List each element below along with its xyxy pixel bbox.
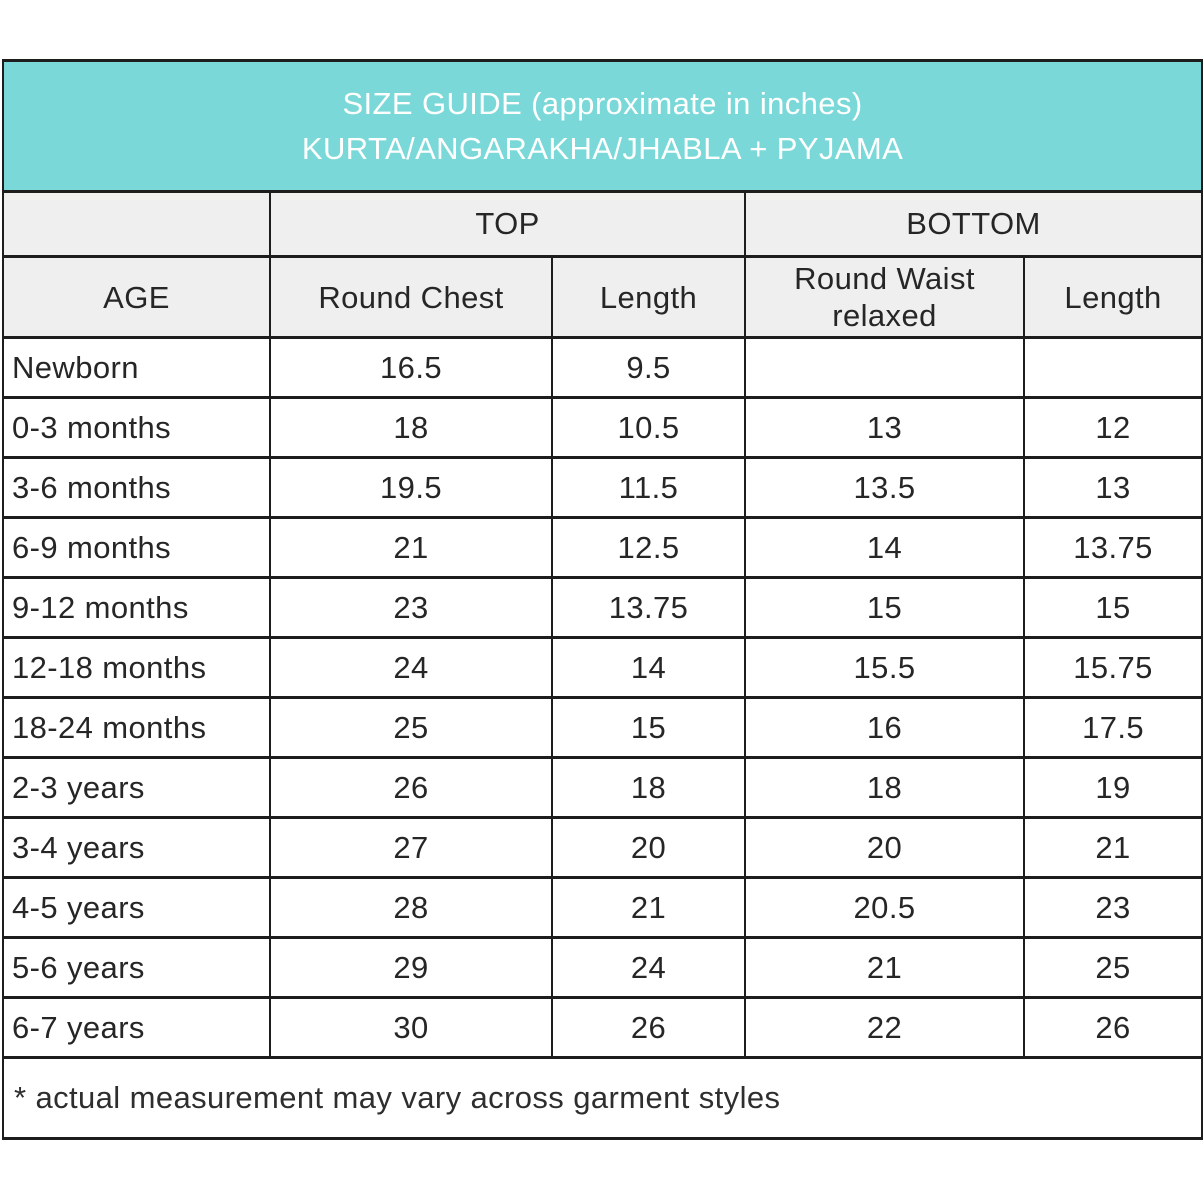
column-group-bottom: BOTTOM: [743, 190, 1204, 258]
bottom-length-cell: 15.75: [1022, 636, 1204, 699]
bottom-length-cell: 17.5: [1022, 696, 1204, 759]
top-length-cell: 11.5: [551, 456, 746, 519]
footnote-row: * actual measurement may vary across gar…: [1, 1056, 1204, 1140]
round-waist-cell: 21: [744, 936, 1025, 999]
column-header-row: AGE Round Chest Length Round Waist relax…: [2, 255, 1204, 339]
table-subtitle: KURTA/ANGARAKHA/JHABLA + PYJAMA: [301, 131, 904, 166]
table-row: 3-6 months 19.5 11.5 13.5 13: [2, 456, 1204, 519]
top-length-cell: 24: [551, 936, 746, 999]
round-waist-cell: 13.5: [744, 456, 1025, 519]
round-waist-cell: 14: [744, 516, 1025, 579]
table-row: 4-5 years 28 21 20.5 23: [2, 876, 1204, 939]
column-group-empty: [2, 190, 271, 258]
age-cell: 3-4 years: [2, 816, 271, 879]
bottom-length-cell: 26: [1022, 996, 1204, 1059]
column-group-top: TOP: [269, 190, 746, 258]
age-cell: 2-3 years: [2, 756, 271, 819]
table-row: 12-18 months 24 14 15.5 15.75: [2, 636, 1204, 699]
age-cell: 6-9 months: [2, 516, 271, 579]
table-title-banner: SIZE GUIDE (approximate in inches) KURTA…: [1, 59, 1204, 193]
age-cell: 9-12 months: [2, 576, 271, 639]
round-waist-cell: 15.5: [744, 636, 1025, 699]
table-row: 9-12 months 23 13.75 15 15: [2, 576, 1204, 639]
bottom-length-cell: 19: [1022, 756, 1204, 819]
top-length-cell: 14: [551, 636, 746, 699]
top-length-cell: 18: [551, 756, 746, 819]
age-cell: 12-18 months: [2, 636, 271, 699]
top-length-cell: 26: [551, 996, 746, 1059]
top-length-cell: 13.75: [551, 576, 746, 639]
round-chest-cell: 27: [269, 816, 553, 879]
table-row: 6-9 months 21 12.5 14 13.75: [2, 516, 1204, 579]
top-length-cell: 15: [551, 696, 746, 759]
round-chest-cell: 19.5: [269, 456, 553, 519]
column-header-top-length: Length: [551, 255, 746, 339]
round-chest-cell: 26: [269, 756, 553, 819]
age-cell: 0-3 months: [2, 396, 271, 459]
table-row: 6-7 years 30 26 22 26: [2, 996, 1204, 1059]
age-cell: Newborn: [2, 336, 271, 399]
bottom-length-cell: 13: [1022, 456, 1204, 519]
round-waist-cell: 16: [744, 696, 1025, 759]
round-chest-cell: 28: [269, 876, 553, 939]
age-cell: 3-6 months: [2, 456, 271, 519]
bottom-length-cell: 13.75: [1022, 516, 1204, 579]
round-chest-cell: 21: [269, 516, 553, 579]
round-chest-cell: 18: [269, 396, 553, 459]
top-length-cell: 20: [551, 816, 746, 879]
top-length-cell: 21: [551, 876, 746, 939]
age-cell: 6-7 years: [2, 996, 271, 1059]
size-guide-table: SIZE GUIDE (approximate in inches) KURTA…: [1, 59, 1204, 1140]
column-header-bottom-length: Length: [1022, 255, 1204, 339]
age-cell: 4-5 years: [2, 876, 271, 939]
round-waist-cell: 22: [744, 996, 1025, 1059]
round-waist-cell: [744, 336, 1025, 399]
round-waist-cell: 18: [744, 756, 1025, 819]
title-row: SIZE GUIDE (approximate in inches) KURTA…: [1, 59, 1204, 193]
table-row: 0-3 months 18 10.5 13 12: [2, 396, 1204, 459]
round-chest-cell: 24: [269, 636, 553, 699]
round-waist-cell: 20.5: [744, 876, 1025, 939]
round-chest-cell: 29: [269, 936, 553, 999]
column-group-row: TOP BOTTOM: [2, 190, 1204, 258]
column-header-round-chest: Round Chest: [269, 255, 553, 339]
age-cell: 18-24 months: [2, 696, 271, 759]
round-chest-cell: 25: [269, 696, 553, 759]
table-row: Newborn 16.5 9.5: [2, 336, 1204, 399]
bottom-length-cell: 25: [1022, 936, 1204, 999]
bottom-length-cell: 21: [1022, 816, 1204, 879]
round-chest-cell: 30: [269, 996, 553, 1059]
round-waist-cell: 15: [744, 576, 1025, 639]
column-header-age: AGE: [2, 255, 271, 339]
column-header-round-waist: Round Waist relaxed: [744, 255, 1025, 339]
age-cell: 5-6 years: [2, 936, 271, 999]
table-row: 3-4 years 27 20 20 21: [2, 816, 1204, 879]
round-waist-cell: 20: [744, 816, 1025, 879]
table-row: 5-6 years 29 24 21 25: [2, 936, 1204, 999]
table-row: 2-3 years 26 18 18 19: [2, 756, 1204, 819]
round-waist-cell: 13: [744, 396, 1025, 459]
bottom-length-cell: 23: [1022, 876, 1204, 939]
bottom-length-cell: 15: [1022, 576, 1204, 639]
top-length-cell: 12.5: [551, 516, 746, 579]
round-chest-cell: 16.5: [269, 336, 553, 399]
round-chest-cell: 23: [269, 576, 553, 639]
table-row: 18-24 months 25 15 16 17.5: [2, 696, 1204, 759]
table-title: SIZE GUIDE (approximate in inches): [342, 86, 863, 121]
top-length-cell: 9.5: [551, 336, 746, 399]
bottom-length-cell: [1022, 336, 1204, 399]
top-length-cell: 10.5: [551, 396, 746, 459]
bottom-length-cell: 12: [1022, 396, 1204, 459]
footnote: * actual measurement may vary across gar…: [1, 1056, 1204, 1140]
